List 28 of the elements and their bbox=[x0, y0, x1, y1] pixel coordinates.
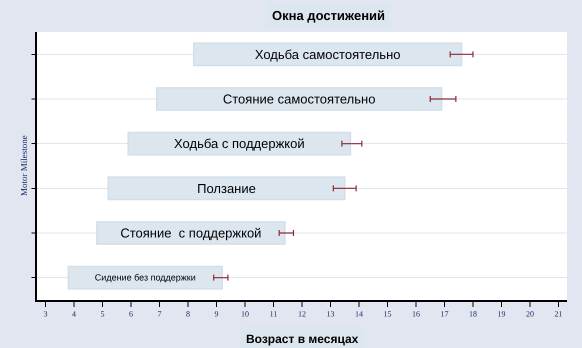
y-tick-label: Стояние самостоятельно bbox=[222, 92, 376, 106]
x-tick-label: 17 bbox=[440, 309, 448, 318]
x-tick-label: 18 bbox=[468, 309, 477, 318]
x-axis-title: Возраст в месяцах bbox=[246, 332, 359, 346]
x-tick-label: 11 bbox=[270, 309, 278, 318]
x-tick-label: 10 bbox=[241, 309, 250, 318]
y-tick-label: Ходьба самостоятельно bbox=[254, 46, 400, 62]
y-tick-label: Ползание bbox=[197, 180, 256, 196]
x-tick-label: 5 bbox=[100, 309, 105, 318]
x-tick-label: 14 bbox=[354, 309, 363, 318]
x-tick-label: 6 bbox=[129, 309, 134, 318]
x-tick-label: 19 bbox=[497, 309, 506, 318]
x-tick-label: 12 bbox=[298, 309, 306, 318]
x-tick-label: 13 bbox=[326, 309, 334, 318]
x-tick-label: 15 bbox=[383, 309, 392, 318]
x-tick-label: 20 bbox=[526, 309, 534, 318]
chart-title: Окна достижений bbox=[272, 8, 386, 23]
x-tick-label: 3 bbox=[44, 309, 48, 318]
y-tick-label: Стояние с поддержкой bbox=[120, 226, 262, 240]
x-tick-label: 21 bbox=[554, 309, 562, 318]
x-tick-label: 7 bbox=[158, 309, 162, 318]
x-tick-label: 8 bbox=[186, 309, 190, 318]
y-axis-title: Motor Milestone bbox=[19, 135, 29, 196]
x-tick-label: 4 bbox=[72, 309, 76, 318]
x-tick-label: 9 bbox=[214, 309, 219, 318]
y-tick-label: Сидение без поддержки bbox=[94, 272, 196, 283]
x-tick-label: 16 bbox=[412, 309, 420, 318]
y-tick-label: Ходьба с поддержкой bbox=[174, 136, 305, 152]
